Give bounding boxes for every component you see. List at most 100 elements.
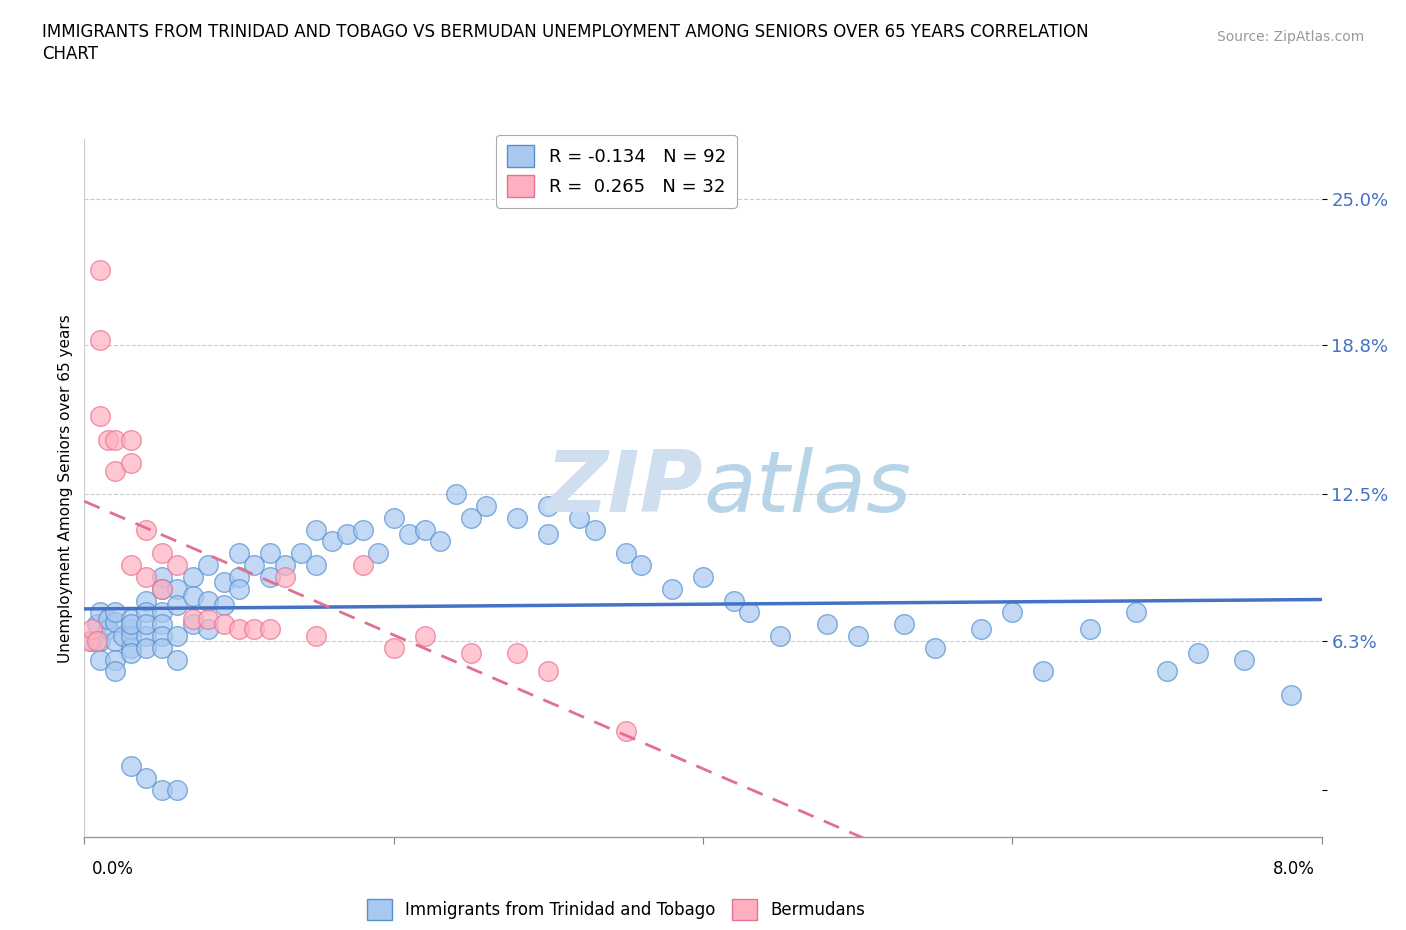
Point — [460, 645, 482, 660]
Point — [166, 652, 188, 667]
Point — [197, 612, 219, 627]
Point — [630, 558, 652, 573]
Point — [120, 612, 142, 627]
Point — [506, 645, 529, 660]
Text: atlas: atlas — [703, 446, 911, 530]
Point — [89, 408, 111, 423]
Legend: Immigrants from Trinidad and Tobago, Bermudans: Immigrants from Trinidad and Tobago, Ber… — [360, 893, 872, 926]
Point — [104, 615, 127, 630]
Point — [243, 621, 266, 636]
Point — [135, 770, 157, 785]
Point — [104, 463, 127, 478]
Point — [769, 629, 792, 644]
Point — [382, 511, 405, 525]
Point — [166, 558, 188, 573]
Point — [970, 621, 993, 636]
Point — [212, 598, 235, 613]
Point — [181, 617, 204, 631]
Point — [506, 511, 529, 525]
Point — [120, 617, 142, 631]
Point — [444, 486, 467, 501]
Point — [1233, 652, 1256, 667]
Point — [104, 652, 127, 667]
Point — [413, 522, 436, 537]
Point — [197, 558, 219, 573]
Point — [181, 569, 204, 584]
Point — [150, 782, 173, 797]
Point — [89, 333, 111, 348]
Point — [89, 633, 111, 648]
Point — [305, 629, 328, 644]
Text: Source: ZipAtlas.com: Source: ZipAtlas.com — [1216, 30, 1364, 44]
Point — [537, 498, 560, 513]
Point — [924, 641, 946, 656]
Point — [135, 629, 157, 644]
Point — [89, 604, 111, 619]
Point — [228, 569, 250, 584]
Point — [1279, 687, 1302, 702]
Point — [475, 498, 498, 513]
Point — [537, 664, 560, 679]
Point — [352, 522, 374, 537]
Point — [568, 511, 591, 525]
Point — [150, 581, 173, 596]
Point — [367, 546, 389, 561]
Point — [96, 621, 118, 636]
Point — [166, 782, 188, 797]
Point — [1032, 664, 1054, 679]
Point — [382, 641, 405, 656]
Point — [1187, 645, 1209, 660]
Point — [429, 534, 451, 549]
Point — [738, 604, 761, 619]
Point — [104, 604, 127, 619]
Text: IMMIGRANTS FROM TRINIDAD AND TOBAGO VS BERMUDAN UNEMPLOYMENT AMONG SENIORS OVER : IMMIGRANTS FROM TRINIDAD AND TOBAGO VS B… — [42, 23, 1088, 41]
Point — [290, 546, 312, 561]
Point — [259, 569, 281, 584]
Point — [259, 546, 281, 561]
Point — [104, 432, 127, 447]
Point — [150, 569, 173, 584]
Point — [120, 641, 142, 656]
Point — [197, 621, 219, 636]
Point — [96, 432, 118, 447]
Point — [150, 546, 173, 561]
Point — [460, 511, 482, 525]
Point — [150, 581, 173, 596]
Point — [228, 546, 250, 561]
Point — [135, 522, 157, 537]
Text: ZIP: ZIP — [546, 446, 703, 530]
Point — [166, 598, 188, 613]
Point — [692, 569, 714, 584]
Point — [181, 589, 204, 604]
Point — [1125, 604, 1147, 619]
Point — [305, 558, 328, 573]
Point — [104, 664, 127, 679]
Point — [166, 629, 188, 644]
Point — [398, 527, 420, 542]
Text: 8.0%: 8.0% — [1272, 860, 1315, 878]
Point — [846, 629, 869, 644]
Point — [197, 593, 219, 608]
Point — [120, 558, 142, 573]
Point — [150, 604, 173, 619]
Point — [181, 612, 204, 627]
Point — [212, 574, 235, 589]
Point — [135, 593, 157, 608]
Text: CHART: CHART — [42, 45, 98, 62]
Point — [537, 527, 560, 542]
Point — [150, 617, 173, 631]
Point — [614, 546, 637, 561]
Point — [120, 456, 142, 471]
Point — [166, 581, 188, 596]
Point — [120, 432, 142, 447]
Point — [614, 724, 637, 738]
Point — [96, 612, 118, 627]
Point — [86, 633, 108, 648]
Point — [274, 558, 297, 573]
Point — [259, 621, 281, 636]
Point — [120, 645, 142, 660]
Point — [228, 581, 250, 596]
Point — [150, 641, 173, 656]
Point — [77, 633, 100, 648]
Point — [120, 759, 142, 774]
